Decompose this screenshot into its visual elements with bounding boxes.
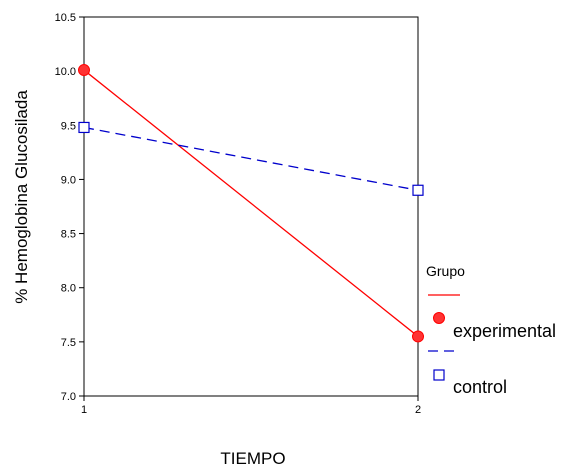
y-tick-label: 7.0: [61, 391, 76, 403]
legend-marker-control: [433, 369, 445, 381]
y-tick-label: 7.5: [61, 337, 76, 349]
y-tick-label: 8.5: [61, 229, 76, 241]
legend-label-control: control: [453, 377, 507, 397]
legend-label-experimental: experimental: [453, 321, 556, 341]
data-point-experimental: [78, 64, 90, 77]
x-axis-title: TIEMPO: [220, 449, 285, 467]
series-line-control: [83, 126, 419, 191]
y-tick-label: 9.0: [61, 174, 76, 186]
x-tick-label: 1: [81, 404, 87, 416]
data-point-control: [412, 184, 424, 196]
y-axis: 7.0 7.5 8.0 8.5 9.0 9.5 10.0 10.5: [55, 12, 84, 403]
y-tick-label: 9.5: [61, 120, 76, 132]
y-tick-label: 10.0: [55, 66, 76, 78]
legend: Grupo experimental control: [426, 263, 556, 397]
series-lines: [83, 69, 419, 337]
data-point-control: [78, 121, 90, 134]
legend-title: Grupo: [426, 263, 465, 279]
legend-marker-experimental: [433, 312, 445, 324]
y-tick-label: 8.0: [61, 283, 76, 295]
series-markers: [78, 64, 424, 343]
y-tick-label: 10.5: [55, 12, 76, 24]
series-line-experimental: [83, 69, 419, 337]
x-tick-label: 2: [415, 404, 421, 416]
y-axis-title: % Hemoglobina Glucosilada: [12, 90, 31, 304]
data-point-experimental: [412, 330, 424, 343]
plot-area-frame: [83, 16, 419, 397]
